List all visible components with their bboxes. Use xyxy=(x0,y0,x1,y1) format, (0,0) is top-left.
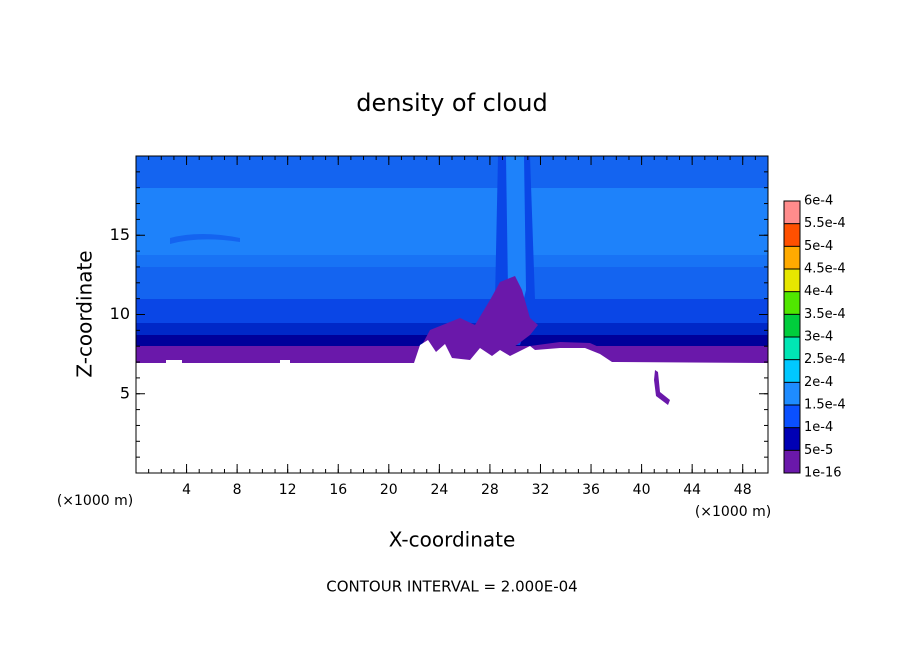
x-tick-label: 36 xyxy=(582,482,600,498)
colorbar-label: 5.5e-4 xyxy=(804,216,846,231)
colorbar-label: 2e-4 xyxy=(804,375,833,390)
x-tick-label: 8 xyxy=(233,482,242,498)
x-tick-label: 12 xyxy=(279,482,297,498)
x-tick-label: 20 xyxy=(380,482,398,498)
colorbar-swatch xyxy=(784,246,800,269)
y-axis-label: Z-coordinate xyxy=(73,250,97,377)
x-tick-label: 24 xyxy=(430,482,448,498)
y-unit: (×1000 m) xyxy=(57,493,133,509)
y-tick-label: 10 xyxy=(110,304,130,323)
colorbar-swatch xyxy=(784,450,800,473)
x-tick-label: 28 xyxy=(481,482,499,498)
x-tick-label: 40 xyxy=(633,482,651,498)
colorbar-swatch xyxy=(784,223,800,247)
colorbar-label: 6e-4 xyxy=(804,194,833,209)
colorbar-swatch xyxy=(784,314,800,337)
colorbar-swatch xyxy=(784,269,800,292)
colorbar-swatch xyxy=(784,405,800,428)
colorbar-label: 1e-16 xyxy=(804,466,842,481)
chart-title: density of cloud xyxy=(356,89,547,117)
colorbar-label: 1.5e-4 xyxy=(804,398,846,413)
colorbar-label: 3e-4 xyxy=(804,330,833,345)
colorbar-label: 2.5e-4 xyxy=(804,352,846,367)
colorbar-swatch xyxy=(784,201,800,224)
colorbar-swatch xyxy=(784,427,800,451)
x-tick-label: 32 xyxy=(532,482,550,498)
colorbar-label: 5e-4 xyxy=(804,239,833,254)
colorbar-label: 1e-4 xyxy=(804,420,833,435)
colorbar-swatch xyxy=(784,291,800,315)
colorbar-label: 5e-5 xyxy=(804,443,833,458)
colorbar-label: 4e-4 xyxy=(804,284,833,299)
x-axis-label: X-coordinate xyxy=(389,528,516,552)
y-tick-label: 15 xyxy=(110,225,130,244)
y-tick-label: 5 xyxy=(120,383,130,402)
colorbar-swatch xyxy=(784,382,800,405)
colorbar-label: 3.5e-4 xyxy=(804,307,846,322)
contour-field xyxy=(136,156,768,473)
colorbar-swatch xyxy=(784,337,800,360)
x-tick-label: 44 xyxy=(683,482,701,498)
colorbar-label: 4.5e-4 xyxy=(804,262,846,277)
x-unit: (×1000 m) xyxy=(695,504,771,520)
x-tick-label: 16 xyxy=(329,482,347,498)
footer: CONTOUR INTERVAL = 2.000E-04 xyxy=(326,578,577,596)
x-tick-label: 48 xyxy=(734,482,752,498)
colorbar-swatch xyxy=(784,359,800,383)
x-tick-label: 4 xyxy=(182,482,191,498)
